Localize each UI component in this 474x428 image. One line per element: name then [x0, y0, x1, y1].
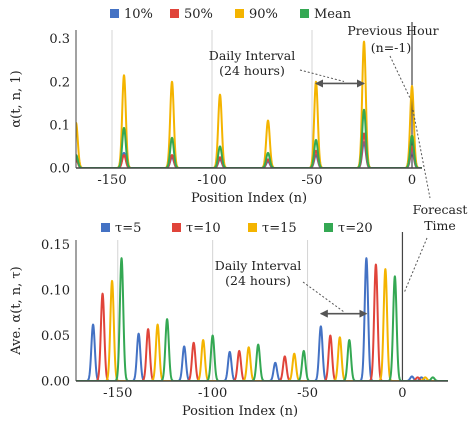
x-tick-label: 0: [408, 173, 416, 188]
x-axis-title: Position Index (n): [191, 191, 307, 206]
legend-swatch: [235, 9, 244, 18]
legend-label: 90%: [249, 7, 278, 22]
x-tick-label: -100: [198, 386, 227, 401]
legend-label: 10%: [124, 7, 153, 22]
legend-swatch: [300, 9, 309, 18]
legend-swatch: [170, 9, 179, 18]
y-tick-label: 0.00: [41, 375, 70, 390]
legend-label: 50%: [184, 7, 213, 22]
legend-swatch: [172, 223, 181, 232]
series-line: [76, 40, 422, 168]
series-line: [76, 108, 422, 168]
x-axis-title: Position Index (n): [182, 404, 298, 419]
x-tick-label: -100: [197, 173, 226, 188]
legend-swatch: [101, 223, 110, 232]
previous-hour-label: Previous Hour: [347, 23, 438, 38]
daily-interval-leader: [299, 69, 345, 82]
series-line: [76, 268, 448, 381]
y-tick-label: 0.0: [49, 162, 70, 177]
forecast-time-leader: [403, 237, 428, 293]
x-tick-label: -150: [103, 386, 132, 401]
series-group: [76, 257, 448, 381]
x-tick-label: -50: [297, 386, 318, 401]
legend-swatch: [248, 223, 257, 232]
series-line: [76, 141, 422, 168]
series-line: [76, 132, 422, 168]
y-tick-label: 0.10: [41, 284, 70, 299]
y-tick-label: 0.2: [49, 75, 70, 90]
bottom-panel: -150 -100 -50 0 0.00 0.05 0.10 0.15 Position Ind…: [9, 202, 467, 419]
previous-hour-label: (n=-1): [371, 40, 411, 55]
x-tick-label: -50: [302, 173, 323, 188]
y-tick-label: 0.1: [49, 118, 70, 133]
x-tick-label: -150: [97, 173, 126, 188]
legend-label: τ=10: [186, 221, 221, 236]
legend-swatch: [324, 223, 333, 232]
y-axis-title: Ave. α(t, n, τ): [9, 266, 24, 355]
x-tick-label: 0: [398, 386, 406, 401]
top-panel: -150 -100 -50 0 0.0 0.1 0.2 0.3 Position Index (…: [9, 7, 439, 206]
y-axis-title: α(t, n, 1): [9, 70, 24, 127]
legend-swatch: [110, 9, 119, 18]
daily-interval-label: (24 hours): [225, 273, 291, 288]
forecast-time-label: Forecast: [413, 202, 468, 217]
forecast-time-connector: [412, 109, 431, 199]
series-line: [76, 257, 448, 381]
legend-label: τ=20: [338, 221, 373, 236]
y-tick-label: 0.3: [49, 32, 70, 47]
daily-interval-leader: [302, 281, 344, 313]
daily-interval-label: (24 hours): [219, 63, 285, 78]
series-line: [76, 257, 448, 381]
daily-interval-label: Daily Interval: [209, 48, 295, 63]
y-tick-label: 0.05: [41, 329, 70, 344]
forecast-time-label: Time: [424, 218, 456, 233]
y-tick-label: 0.15: [41, 238, 70, 253]
daily-interval-label: Daily Interval: [215, 258, 301, 273]
legend-label: Mean: [314, 7, 352, 22]
series-group: [76, 40, 422, 168]
legend-label: τ=5: [115, 221, 141, 236]
legend-label: τ=15: [262, 221, 297, 236]
